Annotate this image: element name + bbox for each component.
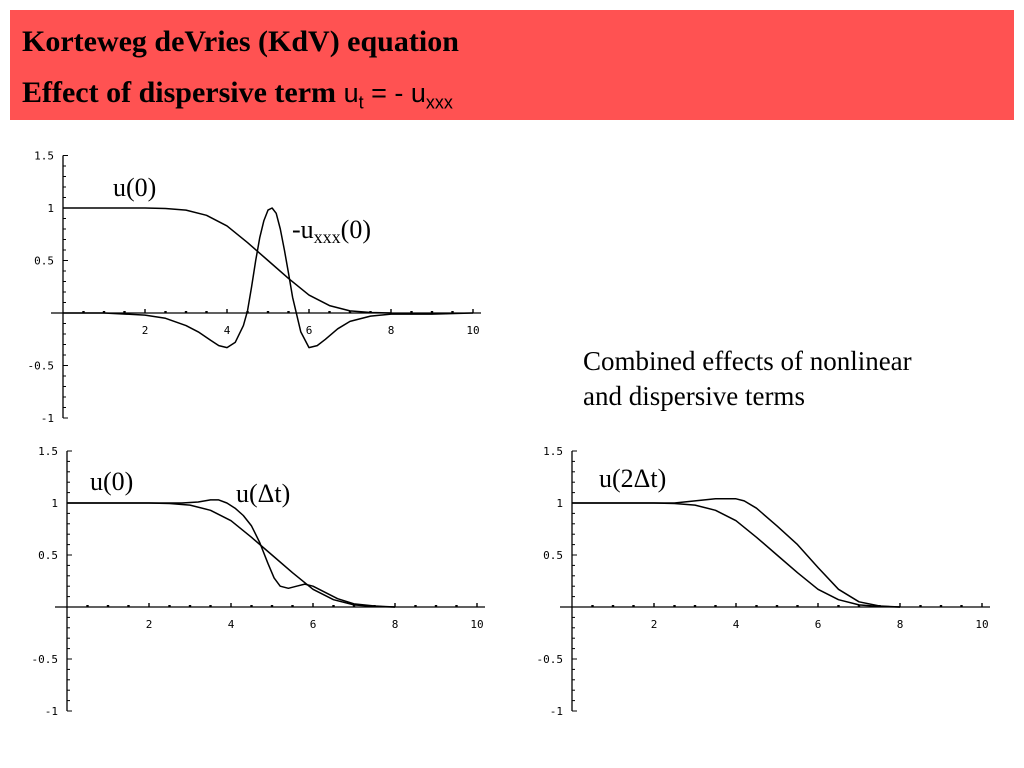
series-line-1 [572,502,901,608]
eq-middle: = - u [363,78,426,108]
slide-subtitle: Effect of dispersive term ut = - uxxx [22,76,453,112]
series-line-2 [572,498,901,608]
x-tick-label: 8 [392,618,399,631]
x-tick-label: 8 [897,618,904,631]
x-tick-label: 2 [142,324,149,337]
y-tick-label: -0.5 [32,653,59,666]
y-tick-label: 0.5 [34,255,54,268]
y-tick-label: 1 [51,497,58,510]
x-tick-label: 2 [146,618,153,631]
y-tick-label: 0.5 [543,549,563,562]
note-line-1: Combined effects of nonlinear [583,346,912,376]
dispersive-equation: ut = - uxxx [343,78,453,112]
chart-panel-1: 2 4 6 8 101.510.5-0.5-1u(0)-uxxx(0) [28,150,481,425]
y-tick-label: -0.5 [537,653,564,666]
y-tick-label: -1 [45,705,58,718]
x-tick-label: 2 [651,618,658,631]
series-line-2 [67,499,396,608]
series-line-1 [67,502,396,608]
chart-panel-2: 2 4 6 8 10 1.5 1 0.5 -0.5 -1 u(0) u(Δt) [32,445,485,718]
x-tick-label: 6 [306,324,313,337]
note-line-2: and dispersive terms [583,381,805,412]
curve-label-2: u(Δt) [236,479,290,508]
eq-u: u [343,78,359,108]
slide-title: Korteweg deVries (KdV) equation [22,25,459,58]
label-main: u(Δt) [236,479,290,508]
combined-effects-note: Combined effects of nonlinear and disper… [583,344,912,414]
curve-label-2: -uxxx(0) [292,215,371,247]
x-tick-label: 4 [224,324,231,337]
subtitle-text: Effect of dispersive term [22,76,337,109]
x-tick-label: 10 [470,618,483,631]
curve-label-1: u(2Δt) [599,464,666,493]
curve-label-1: u(0) [113,173,156,202]
y-tick-label: 1 [47,202,54,215]
eq-subscript-xxx: xxx [425,92,453,113]
x-tick-label: 4 [228,618,235,631]
x-tick-label: 6 [815,618,822,631]
y-tick-label: -0.5 [28,360,55,373]
label-suffix: (0) [341,215,371,244]
x-tick-label: 4 [733,618,740,631]
x-tick-label: 10 [466,324,479,337]
x-tick-label: 10 [975,618,988,631]
y-tick-label: 1.5 [34,150,54,163]
series-line-2 [63,207,474,349]
y-tick-label: 1.5 [38,445,58,458]
label-main: u(0) [113,173,156,202]
label-prefix: - [292,215,301,244]
label-main: u [301,215,314,244]
y-tick-label: 1 [556,497,563,510]
chart-panel-3: 2 4 6 8 10 1.5 1 0.5 -0.5 -1 u(2Δt) [537,445,990,718]
label-main: u(2Δt) [599,464,666,493]
eq-subscript-t: t [358,92,364,113]
title-banner: Korteweg deVries (KdV) equation Effect o… [10,10,1014,120]
label-subscript: xxx [314,227,341,247]
series-line-1 [63,207,392,314]
y-tick-label: 0.5 [38,549,58,562]
label-main: u(0) [90,467,133,496]
curve-label-1: u(0) [90,467,133,496]
y-tick-label: -1 [41,412,54,425]
y-tick-label: -1 [550,705,563,718]
x-tick-label: 8 [388,324,395,337]
y-tick-label: 1.5 [543,445,563,458]
x-tick-label: 6 [310,618,317,631]
